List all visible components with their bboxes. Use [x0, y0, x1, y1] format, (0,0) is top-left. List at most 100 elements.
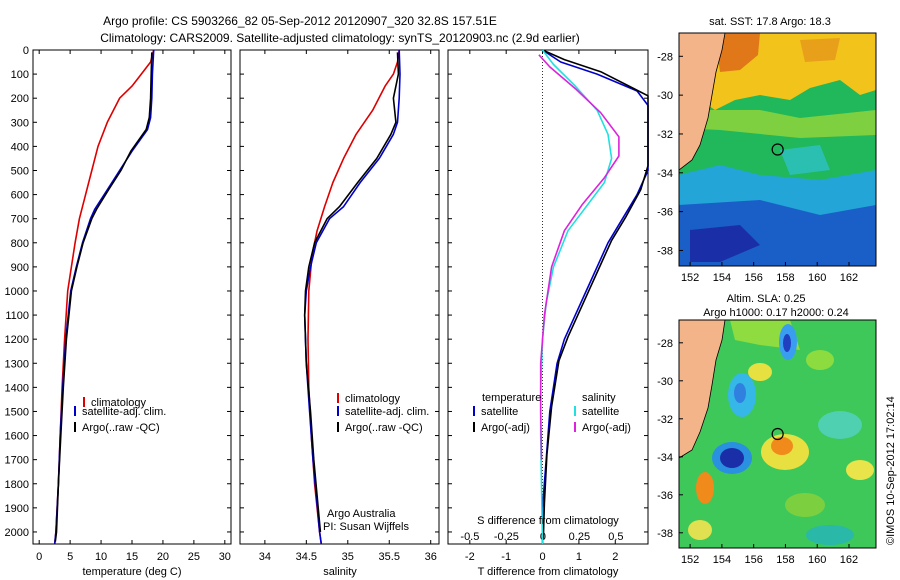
lat-tick-label: -36	[657, 490, 673, 502]
argo-location-marker	[771, 427, 784, 441]
series-line-argo	[54, 52, 153, 542]
temperature-axes-box	[32, 49, 232, 545]
xtick-label: 35.5	[379, 551, 400, 563]
ytick-label: 0	[23, 45, 29, 57]
salinity-xticks: 34 34.5 35 35.5 36	[240, 49, 439, 563]
lat-tick-label: -38	[657, 528, 673, 540]
ytick-label: 200	[11, 93, 29, 105]
salinity-panel: 34 34.5 35 35.5 36 salinity climatology sate…	[239, 49, 440, 578]
sst-lon-ticks: 152 154 156 158 160 162	[681, 262, 858, 284]
salinity-lines	[303, 49, 401, 545]
lat-tick-label: -30	[657, 376, 673, 388]
series-line-satellite	[303, 49, 401, 545]
temperature-panel: 0100200300400500600700800900100011001200…	[5, 45, 232, 578]
ytick-label: 1100	[5, 310, 29, 322]
sst-lat-ticks: -28 -30 -32 -34 -36 -38	[657, 51, 683, 257]
legend-argo: Argo(..raw -QC)	[82, 422, 160, 434]
xtick-label: -1	[501, 551, 511, 563]
lat-tick-label: -28	[657, 51, 673, 63]
title-line-2: Climatology: CARS2009. Satellite-adjuste…	[100, 31, 580, 45]
legend-sal-satellite: satellite	[582, 406, 619, 418]
ytick-label: 900	[11, 262, 29, 274]
lon-tick-label: 152	[681, 272, 699, 284]
difference-panel: -2 -1 0 1 2 -0.5 -0.25 0 0.25 0.5 T difference f…	[447, 49, 649, 578]
lon-tick-label: 160	[808, 554, 826, 566]
legend-satellite: satellite-adj. clim.	[82, 406, 166, 418]
salinity-xlabel: salinity	[323, 566, 357, 578]
title-line-1: Argo profile: CS 5903266_82 05-Sep-2012 …	[103, 14, 497, 28]
salinity-legend: climatology satellite-adj. clim. Argo(..…	[337, 393, 429, 434]
lon-tick-label: 154	[713, 554, 731, 566]
legend-title-temperature: temperature	[482, 392, 541, 404]
lon-tick-label: 158	[776, 272, 794, 284]
legend-title-salinity: salinity	[582, 392, 616, 404]
series-line-satellite	[53, 49, 155, 545]
sla-map: Altim. SLA: 0.25 Argo h1000: 0.17 h2000:…	[657, 293, 877, 566]
series-line-temperature-satellite	[541, 49, 649, 544]
sla-map-frame	[678, 319, 877, 549]
legend-temp-argo: Argo(-adj)	[481, 422, 530, 434]
temperature-xticks: 0 5 10 15 20 25 30	[33, 49, 231, 563]
xtick-label: 15	[126, 551, 138, 563]
lon-tick-label: 152	[681, 554, 699, 566]
xtick-label: 10	[95, 551, 107, 563]
legend-climatology: climatology	[345, 393, 401, 405]
x2tick-label: 0.5	[608, 531, 623, 543]
difference-lines	[538, 49, 649, 545]
imos-credit: ©IMOS 10-Sep-2012 17:02:14	[885, 396, 897, 545]
x2tick-label: -0.25	[494, 531, 519, 543]
temperature-xlabel: temperature (deg C)	[82, 566, 181, 578]
xtick-label: 34	[259, 551, 271, 563]
temperature-legend: climatology satellite-adj. clim. Argo(..…	[74, 397, 166, 434]
lon-tick-label: 158	[776, 554, 794, 566]
ytick-label: 1900	[5, 503, 29, 515]
sst-map: sat. SST: 17.8 Argo: 18.3 -28 -30 -32 -34 -3…	[657, 16, 877, 284]
x2tick-label: 0.25	[569, 531, 590, 543]
xtick-label: 35	[342, 551, 354, 563]
xtick-label: 36	[425, 551, 437, 563]
sla-lat-ticks: -28 -30 -32 -34 -36 -38	[657, 338, 683, 540]
salinity-axes-box	[239, 49, 440, 545]
ytick-label: 400	[11, 141, 29, 153]
sst-map-title: sat. SST: 17.8 Argo: 18.3	[709, 16, 831, 28]
ytick-label: 2000	[5, 527, 29, 539]
ytick-label: 700	[11, 214, 29, 226]
lon-tick-label: 162	[840, 554, 858, 566]
sst-field	[679, 33, 876, 266]
sla-map-title-1: Altim. SLA: 0.25	[727, 293, 806, 305]
xtick-label: 34.5	[296, 551, 317, 563]
xtick-label: 30	[219, 551, 231, 563]
xtick-label: 0	[36, 551, 42, 563]
sst-map-frame	[678, 32, 877, 267]
difference-xlabel: T difference from climatology	[478, 566, 619, 578]
depth-ticks: 0 100 200 300 400 500 600 700 800 900 1000 1100 1200…	[5, 45, 29, 539]
ytick-label: 800	[11, 238, 29, 250]
xtick-label: 5	[67, 551, 73, 563]
lon-tick-label: 156	[744, 272, 762, 284]
xtick-label: 1	[576, 551, 582, 563]
xtick-label: 0	[539, 551, 545, 563]
legend-sal-argo: Argo(-adj)	[582, 422, 631, 434]
ytick-label: 100	[11, 69, 29, 81]
sla-field	[679, 320, 876, 548]
lon-tick-label: 156	[744, 554, 762, 566]
ytick-label: 1800	[5, 479, 29, 491]
lat-tick-label: -28	[657, 338, 673, 350]
ytick-label: 1500	[5, 406, 29, 418]
x2tick-label: -0.5	[460, 531, 479, 543]
lat-tick-label: -36	[657, 207, 673, 219]
series-line-climatology	[307, 49, 400, 545]
ytick-label: 1300	[5, 358, 29, 370]
lat-tick-label: -34	[657, 168, 673, 180]
xtick-label: 2	[612, 551, 618, 563]
argo-location-marker	[771, 143, 784, 156]
series-line-salinity-satellite	[539, 49, 613, 545]
sla-lon-ticks: 152 154 156 158 160 162	[681, 544, 858, 566]
ytick-label: 300	[11, 117, 29, 129]
series-line-temperature-argo	[542, 49, 649, 540]
lat-tick-label: -38	[657, 245, 673, 257]
difference-legend: temperature salinity satellite Argo(-adj…	[473, 392, 631, 434]
xtick-label: 25	[188, 551, 200, 563]
legend-temp-satellite: satellite	[481, 406, 518, 418]
